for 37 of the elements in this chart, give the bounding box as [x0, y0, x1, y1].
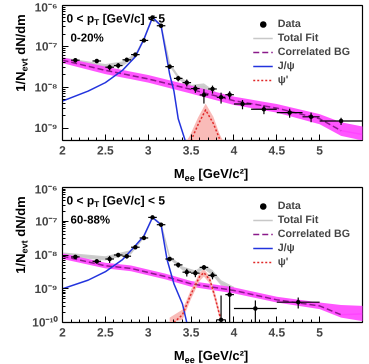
legend-label: Total Fit — [278, 213, 318, 227]
y-tick-label: 10⁻⁹ — [34, 121, 58, 136]
annotation: 60-88% — [70, 214, 110, 226]
legend-label: Correlated BG — [278, 227, 350, 241]
x-tick-label: 2 — [59, 326, 66, 340]
legend-label: Data — [278, 199, 301, 213]
x-tick-label: 2.5 — [97, 144, 114, 158]
x-tick-label: 3 — [144, 144, 152, 158]
x-tick-label: 5 — [316, 144, 324, 158]
legend-label: ψ' — [278, 255, 290, 269]
x-tick-label: 4.5 — [268, 144, 286, 158]
y-tick-label: 10⁻⁶ — [34, 182, 58, 196]
y-tick-label: 10⁻⁸ — [34, 248, 58, 262]
legend-label: J/ψ — [278, 241, 296, 255]
y-tick-label: 10⁻⁷ — [35, 214, 58, 228]
x-tick-label: 3.5 — [182, 326, 200, 340]
legend-label: ψ' — [278, 73, 290, 87]
x-tick-label: 3.5 — [182, 144, 200, 158]
legend-label: Total Fit — [278, 31, 318, 45]
x-tick-label: 2 — [59, 144, 66, 158]
y-tick-label: 10⁻⁶ — [34, 0, 58, 14]
y-tick-label: 10⁻⁹ — [34, 282, 58, 296]
legend-label: J/ψ — [278, 59, 296, 73]
x-tick-label: 4.5 — [268, 326, 286, 340]
legend-label: Correlated BG — [278, 45, 350, 59]
y-tick-label: 10⁻⁷ — [35, 39, 58, 54]
x-tick-label: 2.5 — [97, 326, 114, 340]
y-axis-title: 1/Nevt dN/dm — [13, 196, 30, 274]
y-tick-label: 10⁻⁸ — [34, 80, 58, 94]
annotation: 0-20% — [70, 32, 104, 44]
x-tick-label: 3 — [144, 326, 152, 340]
y-tick-label: 10⁻¹⁰ — [32, 316, 58, 330]
y-axis-title: 1/Nevt dN/dm — [13, 14, 30, 92]
x-tick-label: 4 — [230, 326, 238, 340]
legend-label: Data — [278, 17, 301, 31]
x-tick-label: 5 — [316, 326, 324, 340]
x-tick-label: 4 — [230, 144, 238, 158]
